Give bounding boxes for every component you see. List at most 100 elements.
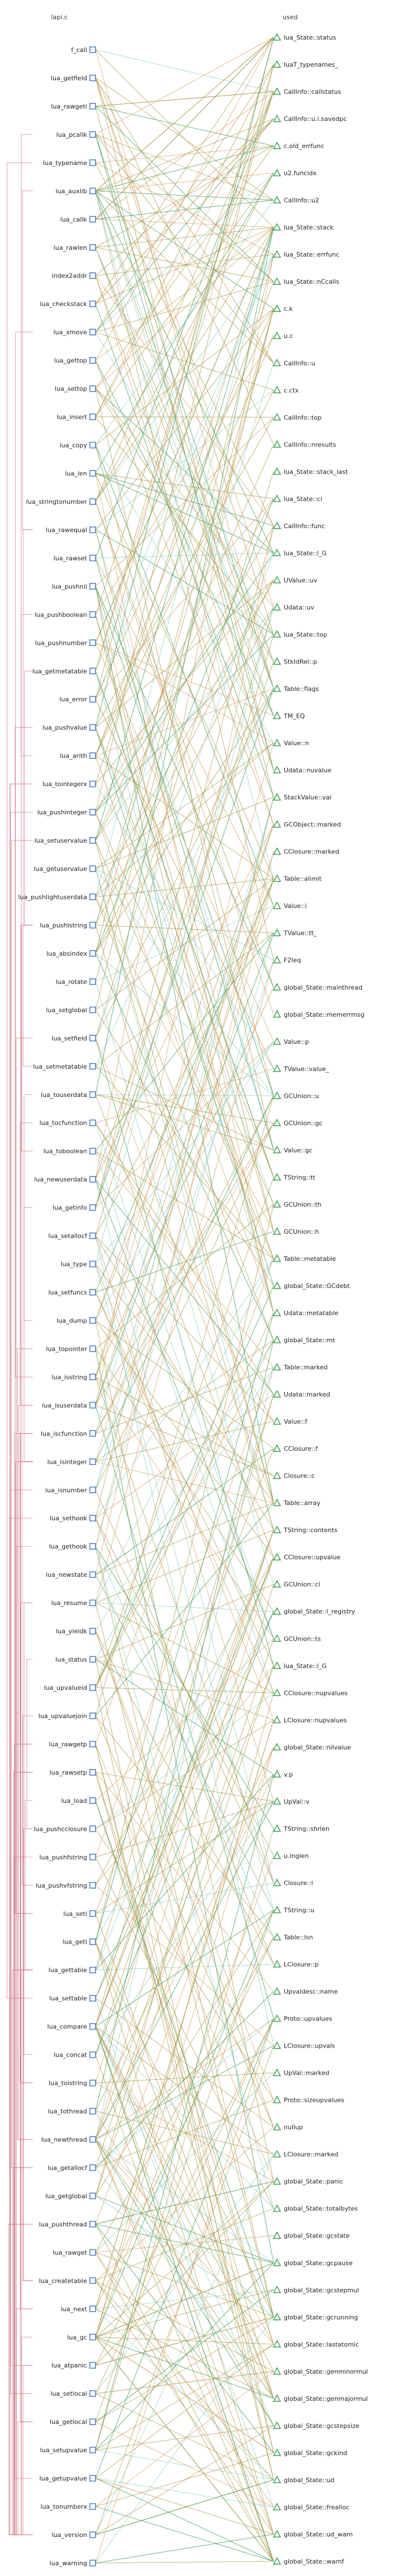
field-node[interactable]: UValue::uv [272,575,318,584]
field-node[interactable]: GCUnion::th [272,1200,322,1208]
field-node[interactable]: TString::contents [272,1525,337,1534]
field-node[interactable]: TM_EQ [272,711,305,720]
field-node[interactable]: c.old_errfunc [272,141,324,150]
field-node[interactable]: GCUnion::u [272,1091,319,1100]
field-node[interactable]: StkIdRel::p [272,657,317,665]
field-node[interactable]: u.c [272,331,293,340]
field-node[interactable]: global_State::mt [272,1335,335,1344]
function-node[interactable]: lua_gethook [49,1543,96,1550]
field-node[interactable]: c.ctx [272,385,299,394]
function-node[interactable]: lua_compare [47,2023,96,2031]
field-node[interactable]: Udata::metatable [272,1308,339,1317]
function-node[interactable]: lua_pushthread [39,2221,96,2228]
function-node[interactable]: lua_getupvalue [40,2475,96,2482]
function-node[interactable]: lua_gettop [54,357,96,365]
field-node[interactable]: lua_State::l_G [272,548,327,557]
field-node[interactable]: LClosure::p [272,1959,319,1968]
function-node[interactable]: lua_next [60,2305,96,2313]
function-node[interactable]: lua_pcallk [56,131,96,138]
function-node[interactable]: f_call [71,46,96,54]
function-node[interactable]: lua_getglobal [45,2192,96,2200]
field-node[interactable]: global_State::totalbytes [272,2204,358,2213]
function-node[interactable]: lua_checkstack [40,301,96,308]
function-node[interactable]: lua_getmetatable [32,667,96,675]
function-node[interactable]: lua_yieldk [56,1628,96,1635]
function-node[interactable]: lua_pushlightuserdata [18,894,96,901]
field-node[interactable]: global_State::mainthread [272,983,362,991]
function-node[interactable]: lua_tonumberx [41,2503,96,2510]
field-node[interactable]: CallInfo::callstatus [272,87,341,96]
field-node[interactable]: Upvaldesc::name [272,1987,338,1996]
function-node[interactable]: lua_newuserdata [34,1176,96,1183]
field-node[interactable]: lua_State::ci [272,494,322,502]
function-node[interactable]: lua_pushvalue [42,724,96,731]
function-node[interactable]: lua_callk [60,216,96,223]
function-node[interactable]: lua_rawset [54,554,96,562]
field-node[interactable]: Table::marked [272,1363,328,1371]
field-node[interactable]: CClosure::marked [272,847,339,856]
function-node[interactable]: lua_setfield [51,1035,96,1042]
function-node[interactable]: lua_tocfunction [40,1120,96,1127]
field-node[interactable]: global_State::gckind [272,2448,347,2457]
function-node[interactable]: lua_createtable [39,2277,96,2284]
field-node[interactable]: TValue::value_ [272,1064,329,1073]
field-node[interactable]: Value::i [272,901,307,910]
function-node[interactable]: lua_setallocf [48,1233,96,1240]
function-node[interactable]: lua_copy [59,442,96,449]
field-node[interactable]: CallInfo::u.l.savedpc [272,114,347,123]
function-node[interactable]: lua_tointegerx [42,780,96,788]
function-node[interactable]: lua_gc [67,2334,96,2341]
field-node[interactable]: lua_State::nCcalls [272,277,339,285]
field-node[interactable]: TString::u [272,1905,314,1914]
field-node[interactable]: CallInfo::func [272,521,325,530]
field-node[interactable]: Value::n [272,738,309,747]
function-node[interactable]: lua_pushnumber [35,639,96,647]
field-node[interactable]: CClosure::f [272,1444,318,1452]
field-node[interactable]: GCObject::marked [272,820,341,829]
function-node[interactable]: lua_pushcclosure [33,1825,96,1833]
function-node[interactable]: lua_getuservalue [34,865,96,873]
function-node[interactable]: lua_getallocf [47,2164,96,2171]
function-node[interactable]: lua_pushlstring [40,922,96,929]
field-node[interactable]: lua_State::stack [272,223,334,231]
function-node[interactable]: lua_toboolean [44,1148,96,1155]
field-node[interactable]: u.lnglen [272,1851,309,1859]
field-node[interactable]: global_State::gcpause [272,2258,353,2267]
function-node[interactable]: lua_pushnil [52,583,96,590]
field-node[interactable]: global_State::frealloc [272,2503,349,2511]
field-node[interactable]: Table::array [272,1498,321,1507]
field-node[interactable]: global_State::gcstepsize [272,2421,360,2430]
field-node[interactable]: LClosure::marked [272,2150,338,2158]
function-node[interactable]: lua_rawequal [46,526,96,534]
function-node[interactable]: lua_insert [57,414,96,421]
field-node[interactable]: LClosure::upvals [272,2041,335,2050]
function-node[interactable]: lua_setlocal [50,2390,96,2397]
function-node[interactable]: lua_touserdata [41,1091,96,1099]
function-node[interactable]: lua_status [55,1656,96,1663]
function-node[interactable]: lua_setmetatable [33,1063,96,1070]
field-node[interactable]: lua_State::stack_last [272,467,348,475]
function-node[interactable]: lua_gettable [49,1967,96,1974]
field-node[interactable]: Value::f [272,1417,308,1425]
function-node[interactable]: lua_seti [63,1910,96,1918]
field-node[interactable]: u2.funcidx [272,168,317,177]
function-node[interactable]: lua_concat [54,2052,96,2059]
function-node[interactable]: lua_len [65,470,96,477]
field-node[interactable]: luaT_typenames_ [272,60,338,68]
field-node[interactable]: TString::shrlen [272,1824,330,1832]
field-node[interactable]: c.k [272,304,293,313]
field-node[interactable]: GCUnion::gc [272,1118,322,1127]
function-node[interactable]: lua_rotate [56,978,96,986]
field-node[interactable]: CallInfo::u2 [272,196,319,204]
function-node[interactable]: lua_getlocal [50,2418,96,2426]
function-node[interactable]: lua_xmove [53,329,96,336]
field-node[interactable]: Table::alimit [272,874,322,883]
function-node[interactable]: lua_pushfstring [40,1854,96,1861]
function-node[interactable]: lua_sethook [50,1515,96,1522]
function-node[interactable]: lua_pushvfstring [36,1882,96,1889]
function-node[interactable]: lua_geti [63,1938,96,1946]
field-node[interactable]: Udata::uv [272,602,314,611]
function-node[interactable]: lua_iscfunction [41,1430,96,1437]
function-node[interactable]: index2addr [52,272,96,280]
function-node[interactable]: lua_version [51,2531,96,2539]
